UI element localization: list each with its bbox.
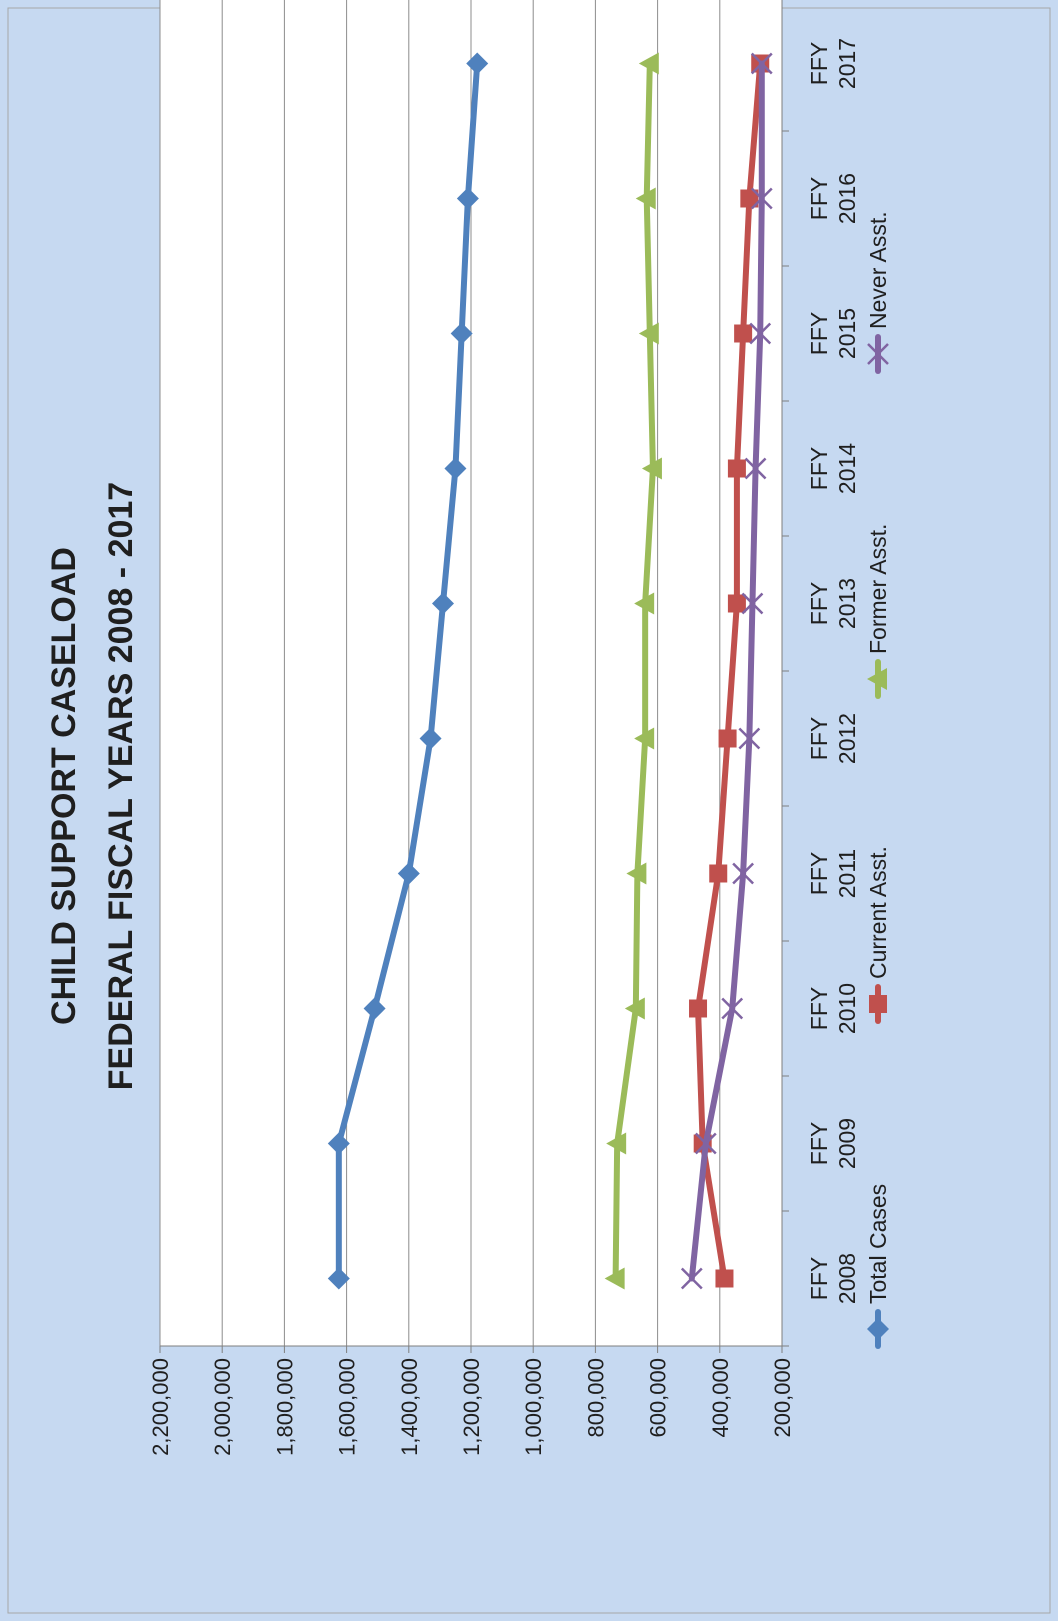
series-former-asst bbox=[604, 52, 662, 1290]
series-total-cases bbox=[327, 52, 489, 1290]
data-point-total-cases bbox=[450, 322, 473, 345]
x-tick-label: FFY bbox=[806, 1122, 832, 1165]
rotated-chart: CHILD SUPPORT CASELOAD FEDERAL FISCAL YE… bbox=[45, 0, 891, 1456]
legend-label-former-asst: Former Asst. bbox=[865, 524, 891, 654]
data-point-never-asst bbox=[750, 52, 773, 75]
data-point-former-asst bbox=[624, 997, 645, 1020]
x-tick-label: 2009 bbox=[834, 1118, 860, 1169]
x-tick-label: 2015 bbox=[834, 308, 860, 359]
legend-marker-total-cases bbox=[867, 1318, 889, 1340]
y-tick-label: 1,800,000 bbox=[272, 1358, 297, 1456]
data-point-never-asst bbox=[721, 997, 744, 1020]
data-point-never-asst bbox=[680, 1267, 703, 1290]
data-point-total-cases bbox=[432, 592, 455, 615]
x-tick-label: FFY bbox=[806, 987, 832, 1030]
data-point-former-asst bbox=[604, 1267, 625, 1290]
series-line-never-asst bbox=[688, 60, 765, 1282]
data-point-current-asst bbox=[718, 729, 737, 748]
x-tick-label: FFY bbox=[806, 177, 832, 220]
legend-label-current-asst: Current Asst. bbox=[865, 846, 891, 979]
series-line-total-cases bbox=[335, 60, 481, 1282]
chart-title-line-1: CHILD SUPPORT CASELOAD bbox=[45, 547, 83, 1025]
data-point-former-asst bbox=[606, 1132, 627, 1155]
x-tick-label: 2014 bbox=[834, 443, 860, 494]
data-point-former-asst bbox=[634, 592, 655, 615]
series-layer bbox=[327, 52, 773, 1290]
y-tick-label: 800,000 bbox=[583, 1358, 608, 1438]
y-tick-label: 1,400,000 bbox=[397, 1358, 422, 1456]
legend-marker-former-asst bbox=[867, 668, 887, 690]
data-point-total-cases bbox=[363, 997, 386, 1020]
data-point-current-asst bbox=[727, 594, 746, 613]
y-axis: 200,000 400,000 600,000 800,000 1,000,000 1,2… bbox=[148, 1345, 795, 1456]
x-tick-label: FFY bbox=[806, 42, 832, 85]
data-point-current-asst bbox=[734, 324, 753, 343]
x-tick-label: 2008 bbox=[834, 1253, 860, 1304]
data-point-former-asst bbox=[635, 187, 656, 210]
data-point-current-asst bbox=[740, 189, 759, 208]
data-point-current-asst bbox=[709, 864, 728, 883]
series-never-asst bbox=[680, 52, 773, 1290]
legend-marker-never-asst bbox=[867, 343, 889, 365]
chart-title: CHILD SUPPORT CASELOAD FEDERAL FISCAL YE… bbox=[45, 482, 140, 1090]
y-tick-label: 200,000 bbox=[770, 1358, 795, 1438]
x-tick-label: 2010 bbox=[834, 983, 860, 1034]
y-tick-label: 600,000 bbox=[646, 1358, 671, 1438]
data-point-total-cases bbox=[419, 727, 442, 750]
legend: Total Cases Current Asst. Former Asst. Neve… bbox=[865, 211, 891, 1349]
series-current-asst bbox=[689, 54, 770, 1288]
data-point-never-asst bbox=[749, 322, 772, 345]
legend-label-never-asst: Never Asst. bbox=[865, 211, 891, 329]
data-point-never-asst bbox=[732, 862, 755, 885]
y-tick-label: 400,000 bbox=[708, 1358, 733, 1438]
y-tick-label: 1,000,000 bbox=[521, 1358, 546, 1456]
data-point-former-asst bbox=[638, 52, 659, 75]
data-point-total-cases bbox=[327, 1267, 350, 1290]
legend-item-current-asst: Current Asst. bbox=[865, 846, 891, 1024]
data-point-never-asst bbox=[738, 727, 761, 750]
data-point-former-asst bbox=[641, 457, 662, 480]
x-tick-label: FFY bbox=[806, 1257, 832, 1300]
series-line-current-asst bbox=[695, 60, 764, 1282]
legend-label-total-cases: Total Cases bbox=[865, 1184, 891, 1304]
legend-item-total-cases: Total Cases bbox=[865, 1184, 891, 1349]
data-point-former-asst bbox=[634, 727, 655, 750]
data-point-former-asst bbox=[626, 862, 647, 885]
x-tick-label: 2016 bbox=[834, 173, 860, 224]
chart-title-line-2: FEDERAL FISCAL YEARS 2008 - 2017 bbox=[102, 482, 140, 1090]
y-tick-label: 1,600,000 bbox=[335, 1358, 360, 1456]
x-tick-label: 2017 bbox=[834, 38, 860, 89]
legend-marker-current-asst bbox=[869, 995, 887, 1013]
x-tick-label: 2011 bbox=[834, 849, 860, 898]
x-tick-label: FFY bbox=[806, 717, 832, 760]
y-tick-label: 2,000,000 bbox=[210, 1358, 235, 1456]
legend-item-former-asst: Former Asst. bbox=[865, 524, 891, 699]
data-point-total-cases bbox=[466, 52, 489, 75]
data-point-total-cases bbox=[397, 862, 420, 885]
y-tick-label: 1,200,000 bbox=[459, 1358, 484, 1456]
x-tick-label: FFY bbox=[806, 447, 832, 490]
legend-item-never-asst: Never Asst. bbox=[865, 211, 891, 374]
data-point-total-cases bbox=[327, 1132, 350, 1155]
x-tick-label: FFY bbox=[806, 582, 832, 625]
data-point-never-asst bbox=[694, 1132, 717, 1155]
data-point-never-asst bbox=[744, 457, 767, 480]
data-point-never-asst bbox=[750, 187, 773, 210]
x-tick-label: 2012 bbox=[834, 713, 860, 764]
data-point-current-asst bbox=[689, 999, 708, 1018]
data-point-current-asst bbox=[715, 1269, 734, 1288]
x-tick-label: FFY bbox=[806, 312, 832, 355]
data-point-never-asst bbox=[741, 592, 764, 615]
series-line-former-asst bbox=[612, 60, 656, 1282]
x-tick-label: FFY bbox=[806, 852, 832, 895]
x-tick-label: 2013 bbox=[834, 578, 860, 629]
data-point-total-cases bbox=[456, 187, 479, 210]
y-tick-label: 2,200,000 bbox=[148, 1358, 173, 1456]
data-point-current-asst bbox=[727, 459, 746, 478]
data-point-total-cases bbox=[444, 457, 467, 480]
data-point-former-asst bbox=[638, 322, 659, 345]
